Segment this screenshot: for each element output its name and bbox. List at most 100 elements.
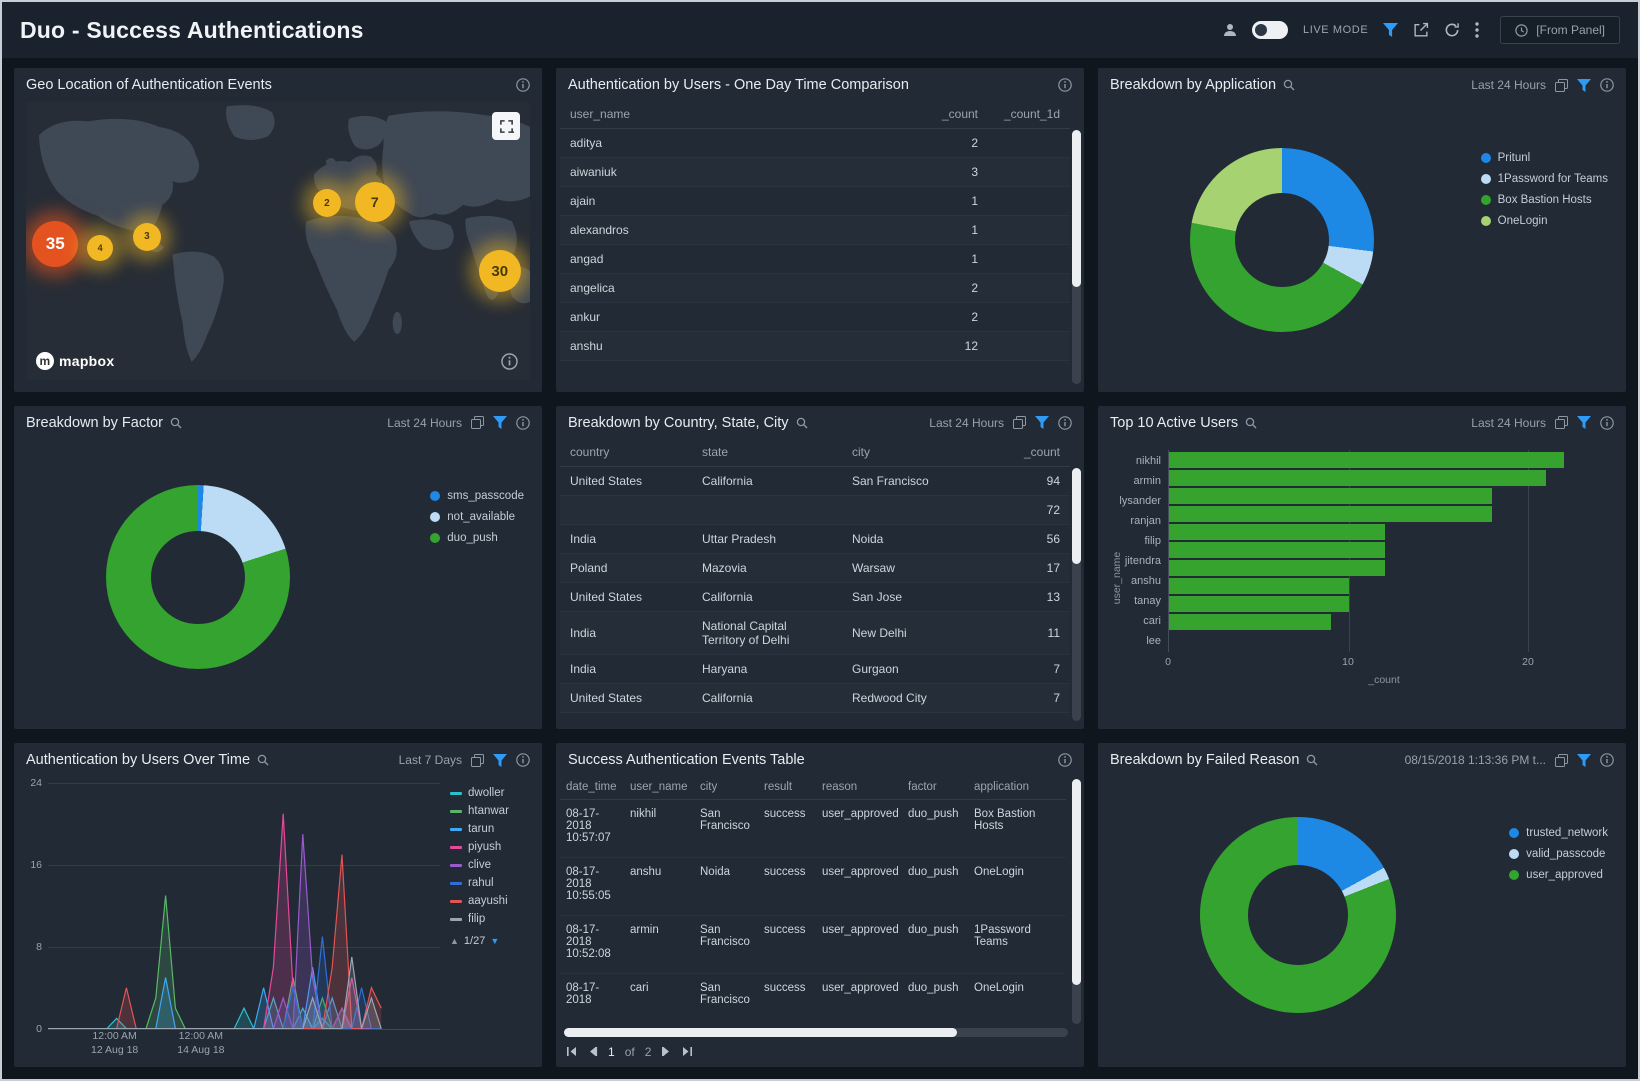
last-page-button[interactable] [682,1046,693,1057]
table-row[interactable]: India National Capital Territory of Delhi… [560,611,1070,655]
scrollbar-thumb[interactable] [1072,467,1081,565]
bar[interactable] [1169,469,1547,486]
vertical-scrollbar[interactable] [1072,467,1081,722]
time-range-label[interactable]: Last 24 Hours [387,415,462,430]
column-header[interactable]: city [842,437,1004,467]
table-row[interactable]: 08-17-2018 10:52:08 armin San Francisco suc… [560,916,1066,974]
info-icon[interactable] [1600,415,1614,430]
magnifier-icon[interactable] [170,417,182,429]
magnifier-icon[interactable] [1283,79,1295,91]
filter-icon[interactable] [1577,416,1591,430]
legend-item[interactable]: 1Password for Teams [1480,173,1608,185]
bar[interactable] [1169,523,1385,540]
legend-item[interactable]: user_approved [1509,869,1608,881]
legend-item[interactable]: Box Bastion Hosts [1480,194,1608,206]
live-mode-toggle[interactable] [1251,21,1288,39]
legend-item[interactable]: htanwar [450,805,532,817]
info-icon[interactable] [1600,78,1614,92]
bar[interactable] [1169,559,1385,576]
vertical-scrollbar[interactable] [1072,130,1081,384]
bar[interactable] [1169,577,1349,594]
map-cluster-marker[interactable]: 35 [32,220,79,267]
info-icon[interactable] [516,415,530,430]
legend-item[interactable]: duo_push [430,532,524,544]
magnifier-icon[interactable] [1245,417,1257,429]
kebab-menu-icon[interactable] [1475,22,1479,38]
column-header[interactable]: city [694,775,758,801]
column-header[interactable]: result [758,775,816,801]
table-row[interactable]: United States California Redwood City 7 [560,683,1070,713]
legend-item[interactable]: dwoller [450,787,532,799]
column-header[interactable]: reason [816,775,902,801]
info-icon[interactable] [516,78,530,92]
map-cluster-marker[interactable]: 4 [87,234,114,261]
scrollbar-thumb[interactable] [564,1027,958,1037]
legend-prev-icon[interactable]: ▲ [450,936,459,947]
time-range-label[interactable]: Last 7 Days [398,753,462,768]
table-row[interactable]: India Uttar Pradesh Noida 56 [560,524,1070,554]
filter-icon[interactable] [493,753,507,767]
legend-item[interactable]: not_available [430,511,524,523]
user-icon[interactable] [1223,23,1237,37]
info-icon[interactable] [1058,78,1072,92]
magnifier-icon[interactable] [257,754,269,766]
map-cluster-marker[interactable]: 7 [354,181,395,222]
bar[interactable] [1169,451,1565,468]
table-row[interactable]: ajain 1 [560,186,1070,216]
share-icon[interactable] [1413,22,1429,38]
table-row[interactable]: aiwaniuk 3 [560,157,1070,187]
table-row[interactable]: aditya 2 [560,128,1070,158]
time-series-plot[interactable] [48,783,440,1030]
column-header[interactable]: _count_1d [988,100,1070,129]
table-row[interactable]: 08-17-2018 10:55:05 anshu Noida success user… [560,858,1066,916]
application-donut-chart[interactable] [1190,147,1374,332]
table-row[interactable]: 08-17-2018 cari San Francisco success user_a… [560,974,1066,1028]
filter-icon[interactable] [1577,78,1591,92]
legend-item[interactable]: sms_passcode [430,490,524,502]
horizontal-scrollbar[interactable] [564,1027,1068,1037]
table-row[interactable]: United States California San Jose 13 [560,582,1070,612]
table-row[interactable]: anshu 12 [560,331,1070,361]
time-range-label[interactable]: Last 24 Hours [929,415,1004,430]
filter-icon[interactable] [1577,753,1591,767]
column-header[interactable]: country [560,437,692,467]
table-row[interactable]: ankur 2 [560,302,1070,332]
panels-icon[interactable] [1555,416,1568,430]
prev-page-button[interactable] [587,1046,598,1057]
column-header[interactable]: _count [918,100,988,129]
legend-pager[interactable]: ▲ 1/27 ▼ [450,935,532,947]
panels-icon[interactable] [1013,416,1026,430]
panels-icon[interactable] [471,753,484,767]
time-range-label[interactable]: 08/15/2018 1:13:36 PM t... [1404,753,1546,768]
map-cluster-marker[interactable]: 3 [132,222,161,251]
legend-next-icon[interactable]: ▼ [490,936,500,947]
map-cluster-marker[interactable]: 2 [312,189,341,218]
table-row[interactable]: angelica 2 [560,273,1070,303]
magnifier-icon[interactable] [796,417,808,429]
bar[interactable] [1169,613,1331,630]
bar[interactable] [1169,487,1493,504]
magnifier-icon[interactable] [1306,754,1318,766]
time-range-label[interactable]: Last 24 Hours [1471,78,1546,92]
bar[interactable] [1169,595,1349,612]
map-cluster-marker[interactable]: 30 [478,250,521,293]
column-header[interactable]: factor [902,775,968,801]
table-row[interactable]: 72 [560,495,1070,525]
table-row[interactable]: Poland Mazovia Warsaw 17 [560,553,1070,583]
failed-reason-donut-chart[interactable] [1200,817,1396,1014]
legend-item[interactable]: aayushi [450,895,532,907]
legend-item[interactable]: filip [450,913,532,925]
panels-icon[interactable] [1555,78,1568,92]
factor-donut-chart[interactable] [106,485,290,670]
vertical-scrollbar[interactable] [1072,779,1081,1024]
legend-item[interactable]: Pritunl [1480,152,1608,164]
filter-icon[interactable] [1035,416,1049,430]
column-header[interactable]: user_name [560,100,918,129]
table-row[interactable]: India Haryana Gurgaon 7 [560,654,1070,684]
column-header[interactable]: _count [1004,437,1070,467]
table-row[interactable]: angad 1 [560,244,1070,274]
expand-map-button[interactable] [492,112,520,140]
column-header[interactable]: user_name [624,775,694,801]
info-icon[interactable] [1058,753,1072,768]
first-page-button[interactable] [566,1046,577,1057]
